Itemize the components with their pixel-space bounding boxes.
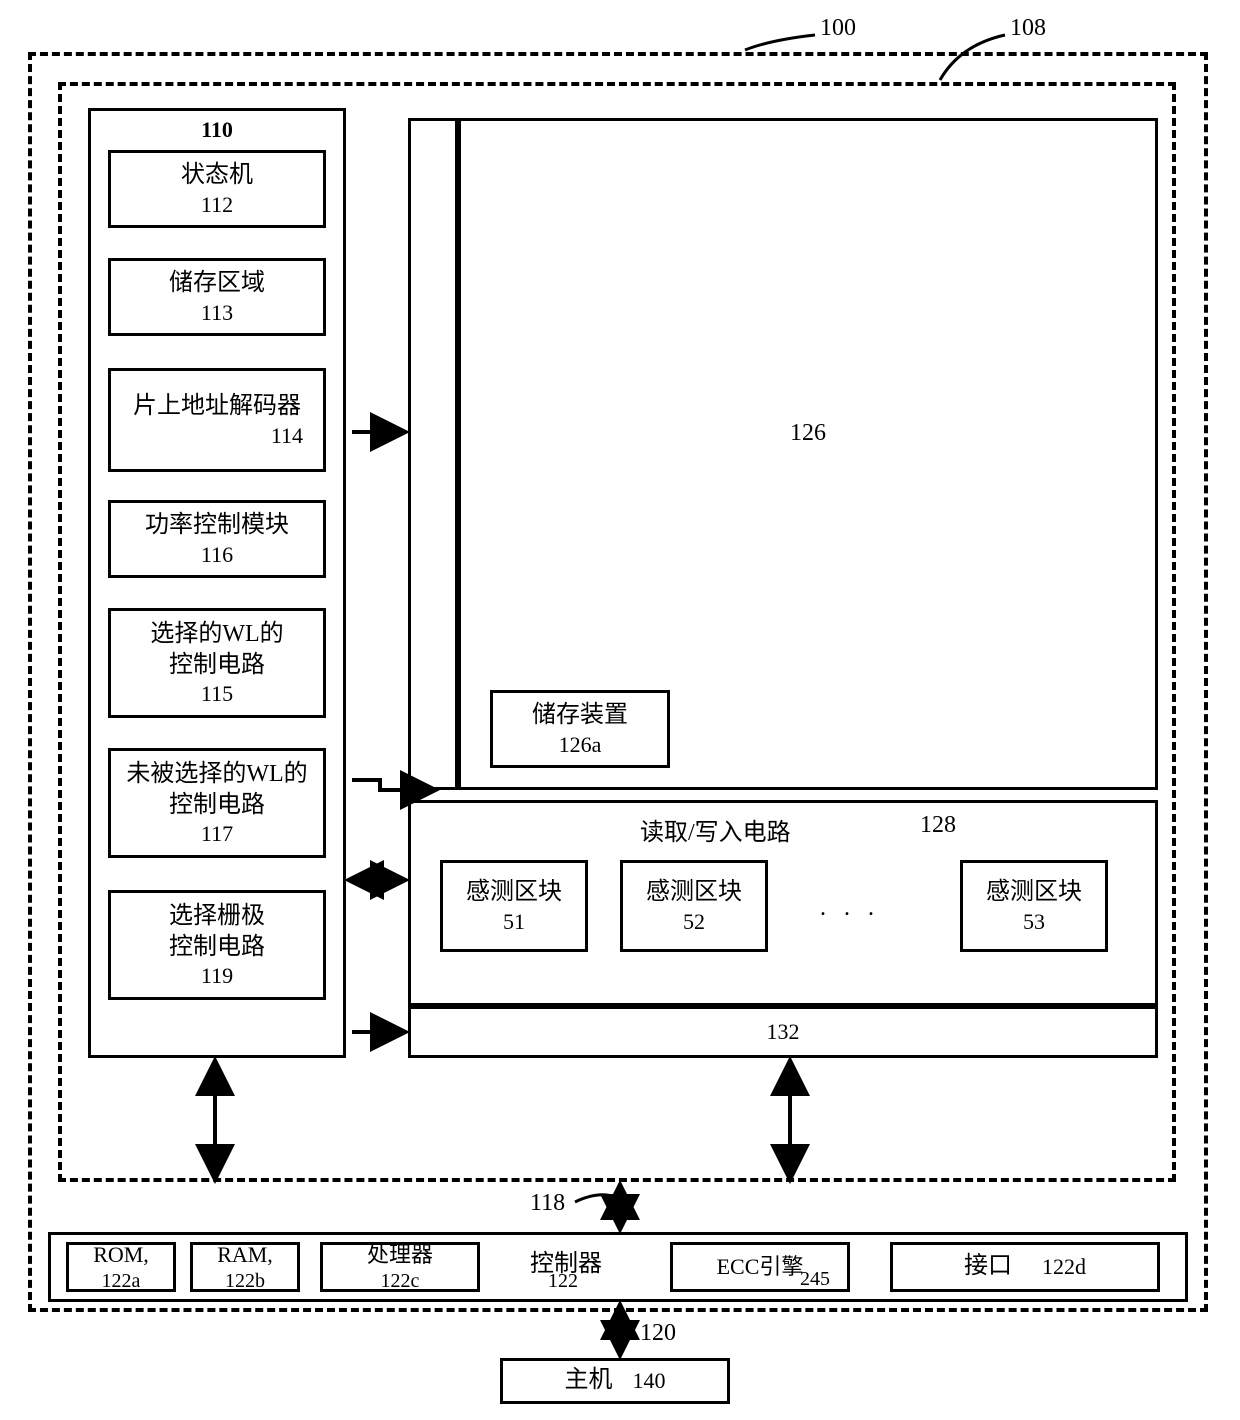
sense-51-ref: 51 xyxy=(503,909,525,935)
rom-122a: ROM, 122a xyxy=(66,1242,176,1292)
ctrl-item-3-label: 功率控制模块 xyxy=(145,510,289,541)
ram-122b: RAM, 122b xyxy=(190,1242,300,1292)
rom-label: ROM, xyxy=(93,1241,149,1270)
ctrl-item-1-ref: 113 xyxy=(201,300,233,326)
ecc-ref: 245 xyxy=(800,1268,830,1291)
array-ref: 126 xyxy=(790,420,826,447)
ctrl-item-5: 未被选择的WL的 控制电路 117 xyxy=(108,748,326,858)
host-ref: 140 xyxy=(633,1368,666,1394)
rom-ref: 122a xyxy=(102,1270,141,1293)
ctrl-item-0: 状态机 112 xyxy=(108,150,326,228)
sense-ellipsis: . . . xyxy=(820,895,880,922)
proc-122c: 处理器 122c xyxy=(320,1242,480,1292)
storage-ref: 126a xyxy=(559,732,602,758)
storage-126a: 储存装置 126a xyxy=(490,690,670,768)
ecc-label: ECC引擎 xyxy=(717,1253,804,1282)
proc-ref: 122c xyxy=(381,1270,420,1293)
rw-label: 读取/写入电路 xyxy=(640,812,791,847)
controller-ref: 122 xyxy=(548,1270,578,1293)
control-block-ref: 110 xyxy=(201,117,233,143)
ctrl-item-6-ref: 119 xyxy=(201,963,233,989)
iface-ref: 122d xyxy=(1042,1254,1086,1280)
sense-53-ref: 53 xyxy=(1023,909,1045,935)
ctrl-item-4-label: 选择的WL的 控制电路 xyxy=(150,619,283,681)
ctrl-item-4-ref: 115 xyxy=(201,681,233,707)
ctrl-item-4: 选择的WL的 控制电路 115 xyxy=(108,608,326,718)
sense-53: 感测区块 53 xyxy=(960,860,1108,952)
ctrl-item-6-label: 选择栅极 控制电路 xyxy=(169,901,265,963)
ram-label: RAM, xyxy=(217,1241,273,1270)
rw-ref: 128 xyxy=(920,812,956,839)
ctrl-item-0-label: 状态机 xyxy=(181,160,253,191)
ctrl-item-3: 功率控制模块 116 xyxy=(108,500,326,578)
ctrl-item-5-label: 未被选择的WL的 控制电路 xyxy=(126,759,307,821)
sense-52-label: 感测区块 xyxy=(646,877,742,908)
ctrl-item-2-label: 片上地址解码器 xyxy=(133,391,301,422)
sense-52-ref: 52 xyxy=(683,909,705,935)
host-bus-ref: 120 xyxy=(640,1320,676,1347)
bus-118-ref: 118 xyxy=(530,1190,565,1217)
proc-label: 处理器 xyxy=(367,1241,433,1270)
ctrl-item-1: 储存区域 113 xyxy=(108,258,326,336)
ctrl-item-6: 选择栅极 控制电路 119 xyxy=(108,890,326,1000)
ram-ref: 122b xyxy=(225,1270,265,1293)
bus-132-ref: 132 xyxy=(767,1019,800,1045)
storage-label: 储存装置 xyxy=(532,700,628,731)
host-140: 主机 140 xyxy=(500,1358,730,1404)
sense-52: 感测区块 52 xyxy=(620,860,768,952)
ctrl-item-2: 片上地址解码器 114 xyxy=(108,368,326,472)
host-label: 主机 xyxy=(565,1365,613,1396)
iface-122d: 接口 122d xyxy=(890,1242,1160,1292)
ctrl-item-0-ref: 112 xyxy=(201,192,233,218)
ctrl-item-2-ref: 114 xyxy=(271,423,323,449)
ctrl-item-1-label: 储存区域 xyxy=(169,268,265,299)
decoder-124 xyxy=(408,118,458,790)
bus-132: 132 xyxy=(408,1006,1158,1058)
ref-108: 108 xyxy=(1010,15,1046,42)
ctrl-item-3-ref: 116 xyxy=(201,542,233,568)
sense-53-label: 感测区块 xyxy=(986,877,1082,908)
iface-label: 接口 xyxy=(964,1251,1012,1282)
sense-51-label: 感测区块 xyxy=(466,877,562,908)
sense-51: 感测区块 51 xyxy=(440,860,588,952)
ref-100: 100 xyxy=(820,15,856,42)
ctrl-item-5-ref: 117 xyxy=(201,821,233,847)
